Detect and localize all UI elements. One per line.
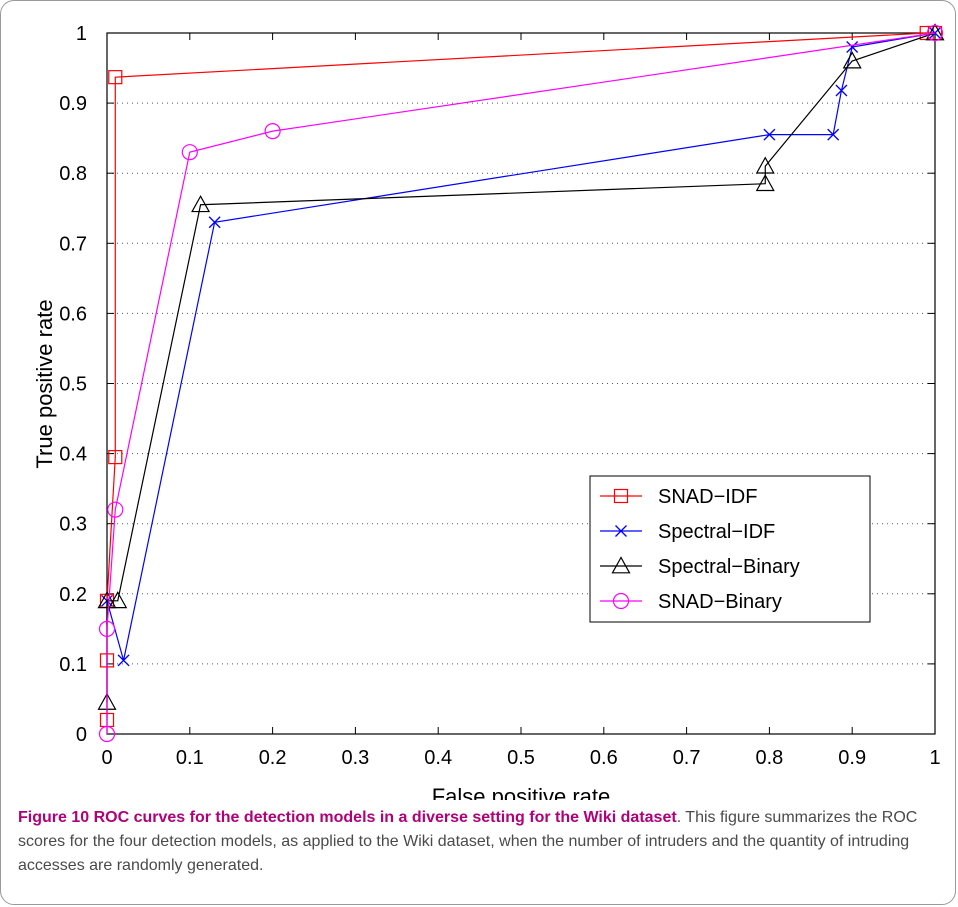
data-point-spectral-idf: [827, 128, 840, 141]
y-tick-label: 0: [76, 724, 87, 746]
data-point-spectral-idf: [117, 654, 130, 667]
data-point-snad-binary: [181, 144, 198, 161]
data-point-snad-binary: [98, 620, 116, 637]
data-point-spectral-binary: [97, 591, 117, 609]
legend: SNAD−IDF Spectral−IDF Spectral−Binary SNAD−…: [589, 475, 871, 623]
x-tick-label: 0: [101, 747, 112, 769]
legend-marker: [612, 592, 630, 610]
data-point-spectral-binary: [108, 591, 128, 609]
data-point-snad-binary: [264, 123, 281, 140]
series-line-spectral-idf: [106, 32, 936, 661]
x-tick-label: 0.7: [673, 747, 701, 769]
data-point-spectral-idf: [835, 84, 848, 97]
y-tick-label: 1: [76, 23, 87, 45]
x-axis-label: False positive rate: [432, 784, 611, 800]
caption-title: Figure 10 ROC curves for the detection m…: [18, 809, 677, 826]
x-tick-label: 0.4: [424, 747, 452, 769]
data-point-snad-idf: [108, 70, 123, 85]
data-point-snad-binary: [98, 725, 116, 743]
legend-label: SNAD−IDF: [658, 486, 757, 508]
y-tick-label: 0.5: [59, 374, 87, 396]
x-tick-label: 0.2: [259, 747, 287, 769]
legend-marker: [615, 525, 627, 537]
data-point-spectral-idf: [208, 216, 221, 229]
y-axis-label: True positive rate: [32, 299, 57, 468]
x-tick-label: 0.6: [590, 747, 618, 769]
x-tick-label: 0.9: [838, 747, 866, 769]
legend-marker: [613, 488, 629, 504]
caption-body: . This figure summarizes the ROC scores …: [18, 809, 918, 874]
data-point-spectral-binary: [842, 51, 862, 69]
data-point-spectral-idf: [763, 128, 776, 141]
data-point-spectral-binary: [925, 23, 945, 41]
x-tick-label: 0.3: [341, 747, 369, 769]
y-tick-label: 0.9: [59, 93, 87, 115]
legend-label: Spectral−Binary: [658, 556, 800, 578]
x-tick-label: 1: [929, 747, 940, 769]
y-tick-label: 0.3: [59, 514, 87, 536]
y-tick-label: 0.8: [59, 163, 87, 185]
y-tick-label: 0.7: [59, 233, 87, 255]
plot-area-frame: [106, 32, 936, 735]
data-point-spectral-binary: [755, 156, 775, 174]
x-tick-label: 0.5: [507, 747, 535, 769]
data-point-snad-binary: [107, 501, 124, 518]
data-point-spectral-binary: [191, 195, 211, 213]
data-point-snad-binary: [926, 24, 944, 42]
x-tick-label: 0.8: [755, 747, 783, 769]
legend-marker: [611, 556, 631, 574]
data-point-spectral-binary: [755, 173, 775, 192]
legend-label: Spectral−IDF: [658, 521, 775, 543]
series-line-snad-binary: [106, 32, 936, 734]
y-tick-label: 0.2: [59, 584, 87, 606]
series-snad-binary: [98, 24, 944, 743]
x-tick-label: 0.1: [176, 747, 204, 769]
data-point-spectral-idf: [846, 41, 859, 53]
figure-caption: Figure 10 ROC curves for the detection m…: [18, 806, 940, 878]
y-tick-label: 0.6: [59, 303, 87, 325]
y-tick-label: 0.4: [59, 444, 87, 466]
legend-box: [589, 475, 871, 623]
legend-label: SNAD−Binary: [658, 591, 782, 613]
roc-chart: True positive rate False positive rate 0…: [32, 23, 945, 800]
data-point-snad-idf: [108, 450, 123, 465]
y-tick-label: 0.1: [59, 654, 87, 676]
